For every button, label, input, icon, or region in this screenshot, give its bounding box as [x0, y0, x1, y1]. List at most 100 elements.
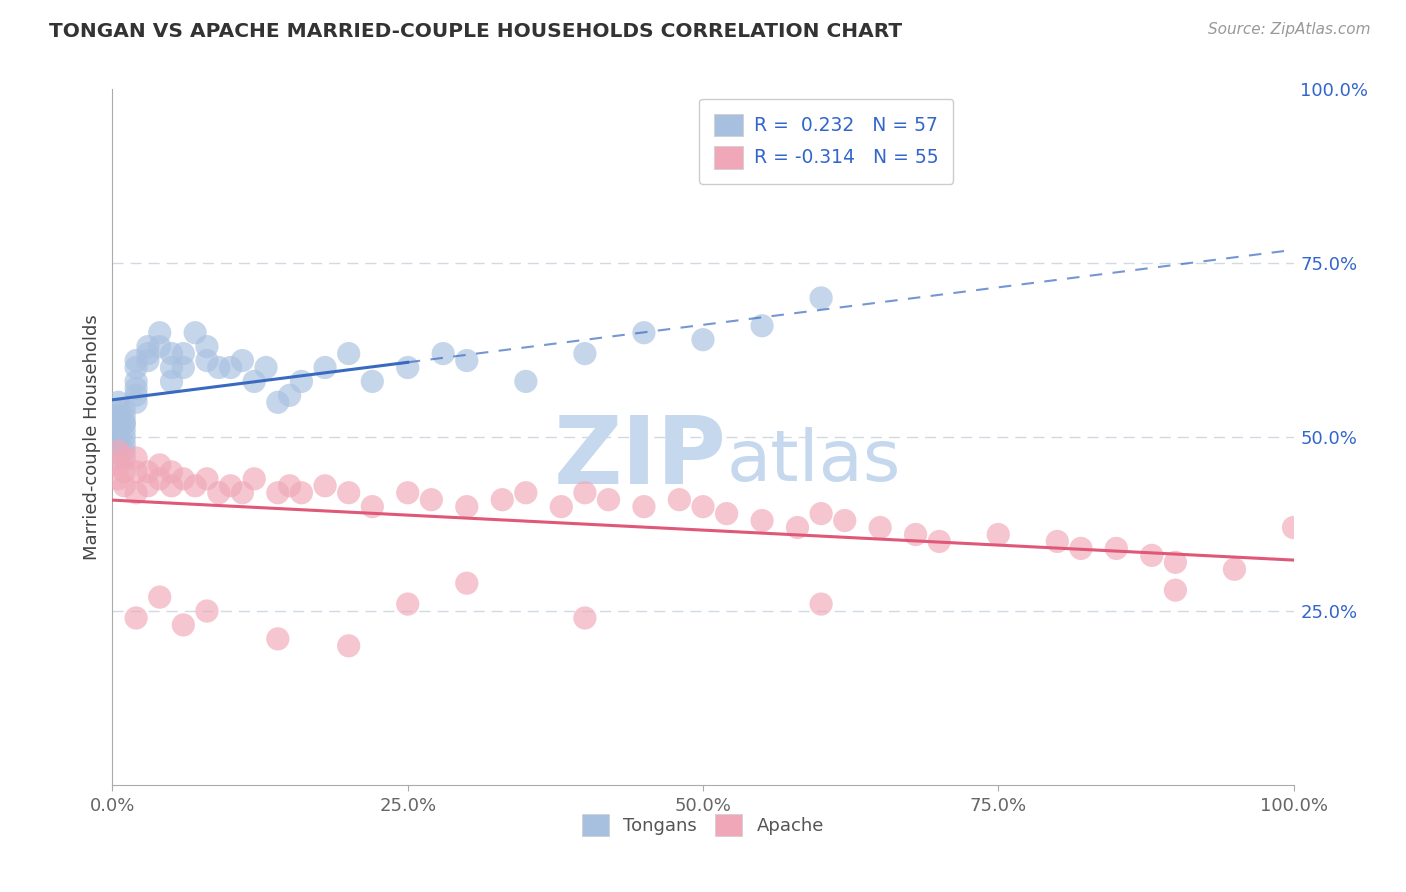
Point [278, 479, 301, 493]
Text: TONGAN VS APACHE MARRIED-COUPLE HOUSEHOLDS CORRELATION CHART: TONGAN VS APACHE MARRIED-COUPLE HOUSEHOL… [49, 22, 903, 41]
Point [633, 326, 655, 340]
Point [1046, 534, 1069, 549]
Point [290, 485, 312, 500]
Point [869, 520, 891, 534]
Point [149, 326, 172, 340]
Point [112, 423, 135, 437]
Point [314, 479, 336, 493]
Point [208, 360, 231, 375]
Point [172, 472, 194, 486]
Point [136, 479, 159, 493]
Point [456, 353, 478, 368]
Point [112, 465, 135, 479]
Point [160, 346, 183, 360]
Point [107, 430, 129, 444]
Point [160, 375, 183, 389]
Point [598, 492, 620, 507]
Point [987, 527, 1010, 541]
Point [107, 395, 129, 409]
Point [125, 465, 148, 479]
Point [834, 514, 856, 528]
Point [456, 500, 478, 514]
Point [195, 340, 218, 354]
Point [136, 346, 159, 360]
Point [1070, 541, 1092, 556]
Point [219, 479, 242, 493]
Point [195, 604, 218, 618]
Point [574, 611, 596, 625]
Point [107, 416, 129, 430]
Point [107, 423, 129, 437]
Point [267, 485, 290, 500]
Point [420, 492, 443, 507]
Point [574, 485, 596, 500]
Point [337, 485, 360, 500]
Point [160, 465, 183, 479]
Point [786, 520, 808, 534]
Point [136, 353, 159, 368]
Point [432, 346, 454, 360]
Point [550, 500, 572, 514]
Point [112, 430, 135, 444]
Point [112, 416, 135, 430]
Point [231, 353, 253, 368]
Point [633, 500, 655, 514]
Point [107, 437, 129, 451]
Point [515, 485, 537, 500]
Point [692, 333, 714, 347]
Point [125, 375, 148, 389]
Point [904, 527, 927, 541]
Point [172, 346, 194, 360]
Point [112, 450, 135, 465]
Legend: Tongans, Apache: Tongans, Apache [572, 805, 834, 846]
Point [314, 360, 336, 375]
Text: ZIP: ZIP [554, 412, 727, 504]
Point [810, 507, 832, 521]
Point [290, 375, 312, 389]
Point [1282, 520, 1305, 534]
Point [195, 472, 218, 486]
Point [810, 597, 832, 611]
Point [267, 395, 290, 409]
Point [125, 395, 148, 409]
Point [125, 381, 148, 395]
Point [112, 409, 135, 424]
Point [1164, 555, 1187, 569]
Point [112, 444, 135, 458]
Text: Source: ZipAtlas.com: Source: ZipAtlas.com [1208, 22, 1371, 37]
Point [107, 444, 129, 458]
Point [928, 534, 950, 549]
Point [184, 326, 207, 340]
Point [160, 360, 183, 375]
Point [125, 360, 148, 375]
Text: atlas: atlas [727, 427, 901, 496]
Point [254, 360, 277, 375]
Point [172, 618, 194, 632]
Point [125, 388, 148, 402]
Point [1164, 583, 1187, 598]
Point [337, 639, 360, 653]
Point [574, 346, 596, 360]
Point [337, 346, 360, 360]
Point [112, 402, 135, 417]
Point [1140, 549, 1163, 563]
Point [361, 500, 384, 514]
Point [112, 416, 135, 430]
Point [136, 340, 159, 354]
Point [1105, 541, 1128, 556]
Point [231, 485, 253, 500]
Point [456, 576, 478, 591]
Point [692, 500, 714, 514]
Point [243, 472, 266, 486]
Point [107, 444, 129, 458]
Point [668, 492, 690, 507]
Point [107, 409, 129, 424]
Point [125, 485, 148, 500]
Point [172, 360, 194, 375]
Point [243, 375, 266, 389]
Y-axis label: Married-couple Households: Married-couple Households [83, 314, 101, 560]
Point [125, 611, 148, 625]
Point [112, 437, 135, 451]
Point [149, 472, 172, 486]
Point [396, 597, 419, 611]
